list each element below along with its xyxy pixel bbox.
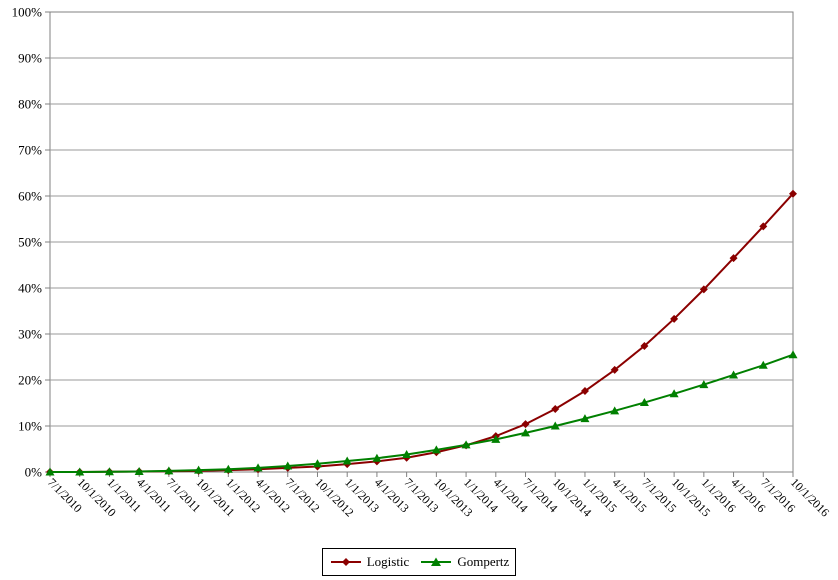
y-tick-label: 90% — [18, 51, 42, 66]
y-tick-label: 80% — [18, 97, 42, 112]
series-layer — [45, 189, 798, 476]
data-point-logistic — [521, 420, 530, 429]
data-point-gompertz — [312, 459, 322, 468]
data-point-gompertz — [699, 380, 709, 389]
y-tick-label: 20% — [18, 373, 42, 388]
data-point-gompertz — [253, 463, 263, 472]
legend-label-gompertz: Gompertz — [457, 554, 510, 569]
legend-item-gompertz: Gompertz — [419, 554, 509, 570]
data-point-gompertz — [758, 360, 768, 369]
legend-item-logistic: Logistic — [329, 554, 410, 570]
y-tick-label: 10% — [18, 419, 42, 434]
data-point-logistic — [670, 314, 679, 323]
data-point-gompertz — [402, 450, 412, 459]
data-point-gompertz — [134, 467, 144, 476]
data-point-gompertz — [283, 461, 293, 470]
legend: Logistic Gompertz — [322, 548, 516, 576]
data-point-logistic — [789, 189, 797, 198]
data-point-gompertz — [431, 445, 441, 454]
y-tick-label: 0% — [25, 465, 43, 480]
data-point-gompertz — [729, 370, 739, 379]
y-tick-label: 100% — [12, 5, 43, 20]
x-tick-label: 10/1/2016 — [788, 475, 832, 519]
line-chart: 0% 10% 20% 30% 40% 50% 60% 70% 80% 90% 100% 7/1/20… — [12, 5, 833, 520]
data-point-gompertz — [342, 456, 352, 465]
legend-swatch-logistic — [330, 558, 361, 566]
y-axis-ticks: 0% 10% 20% 30% 40% 50% 60% 70% 80% 90% 100% — [12, 5, 50, 480]
data-point-logistic — [551, 404, 560, 413]
data-point-gompertz — [372, 453, 382, 462]
data-point-gompertz — [104, 467, 114, 476]
data-point-gompertz — [45, 467, 55, 476]
x-axis-ticks: 7/1/201010/1/20101/1/20114/1/20117/1/201… — [45, 472, 832, 520]
data-point-logistic — [699, 285, 708, 294]
data-point-gompertz — [223, 464, 233, 473]
data-point-gompertz — [639, 398, 649, 407]
data-point-gompertz — [610, 406, 620, 415]
data-point-gompertz — [521, 428, 531, 437]
y-tick-label: 50% — [18, 235, 42, 250]
data-point-gompertz — [491, 434, 501, 443]
data-point-gompertz — [164, 466, 174, 475]
data-point-logistic — [729, 254, 738, 263]
data-point-gompertz — [550, 421, 560, 430]
y-tick-label: 40% — [18, 281, 42, 296]
data-point-gompertz — [580, 414, 590, 423]
y-tick-label: 30% — [18, 327, 42, 342]
y-tick-label: 70% — [18, 143, 42, 158]
series-line-gompertz — [50, 353, 794, 473]
data-point-gompertz — [788, 350, 798, 359]
data-point-logistic — [580, 387, 589, 396]
data-point-logistic — [610, 365, 619, 374]
legend-swatch-gompertz — [421, 557, 452, 566]
legend-label-logistic: Logistic — [366, 554, 410, 569]
data-point-gompertz — [75, 467, 85, 476]
y-tick-label: 60% — [18, 189, 42, 204]
data-point-gompertz — [461, 440, 471, 449]
data-point-logistic — [759, 222, 768, 231]
series-gompertz — [45, 350, 798, 476]
data-point-gompertz — [669, 389, 679, 398]
data-point-logistic — [640, 341, 649, 350]
data-point-gompertz — [194, 465, 204, 474]
gridlines — [50, 57, 793, 427]
